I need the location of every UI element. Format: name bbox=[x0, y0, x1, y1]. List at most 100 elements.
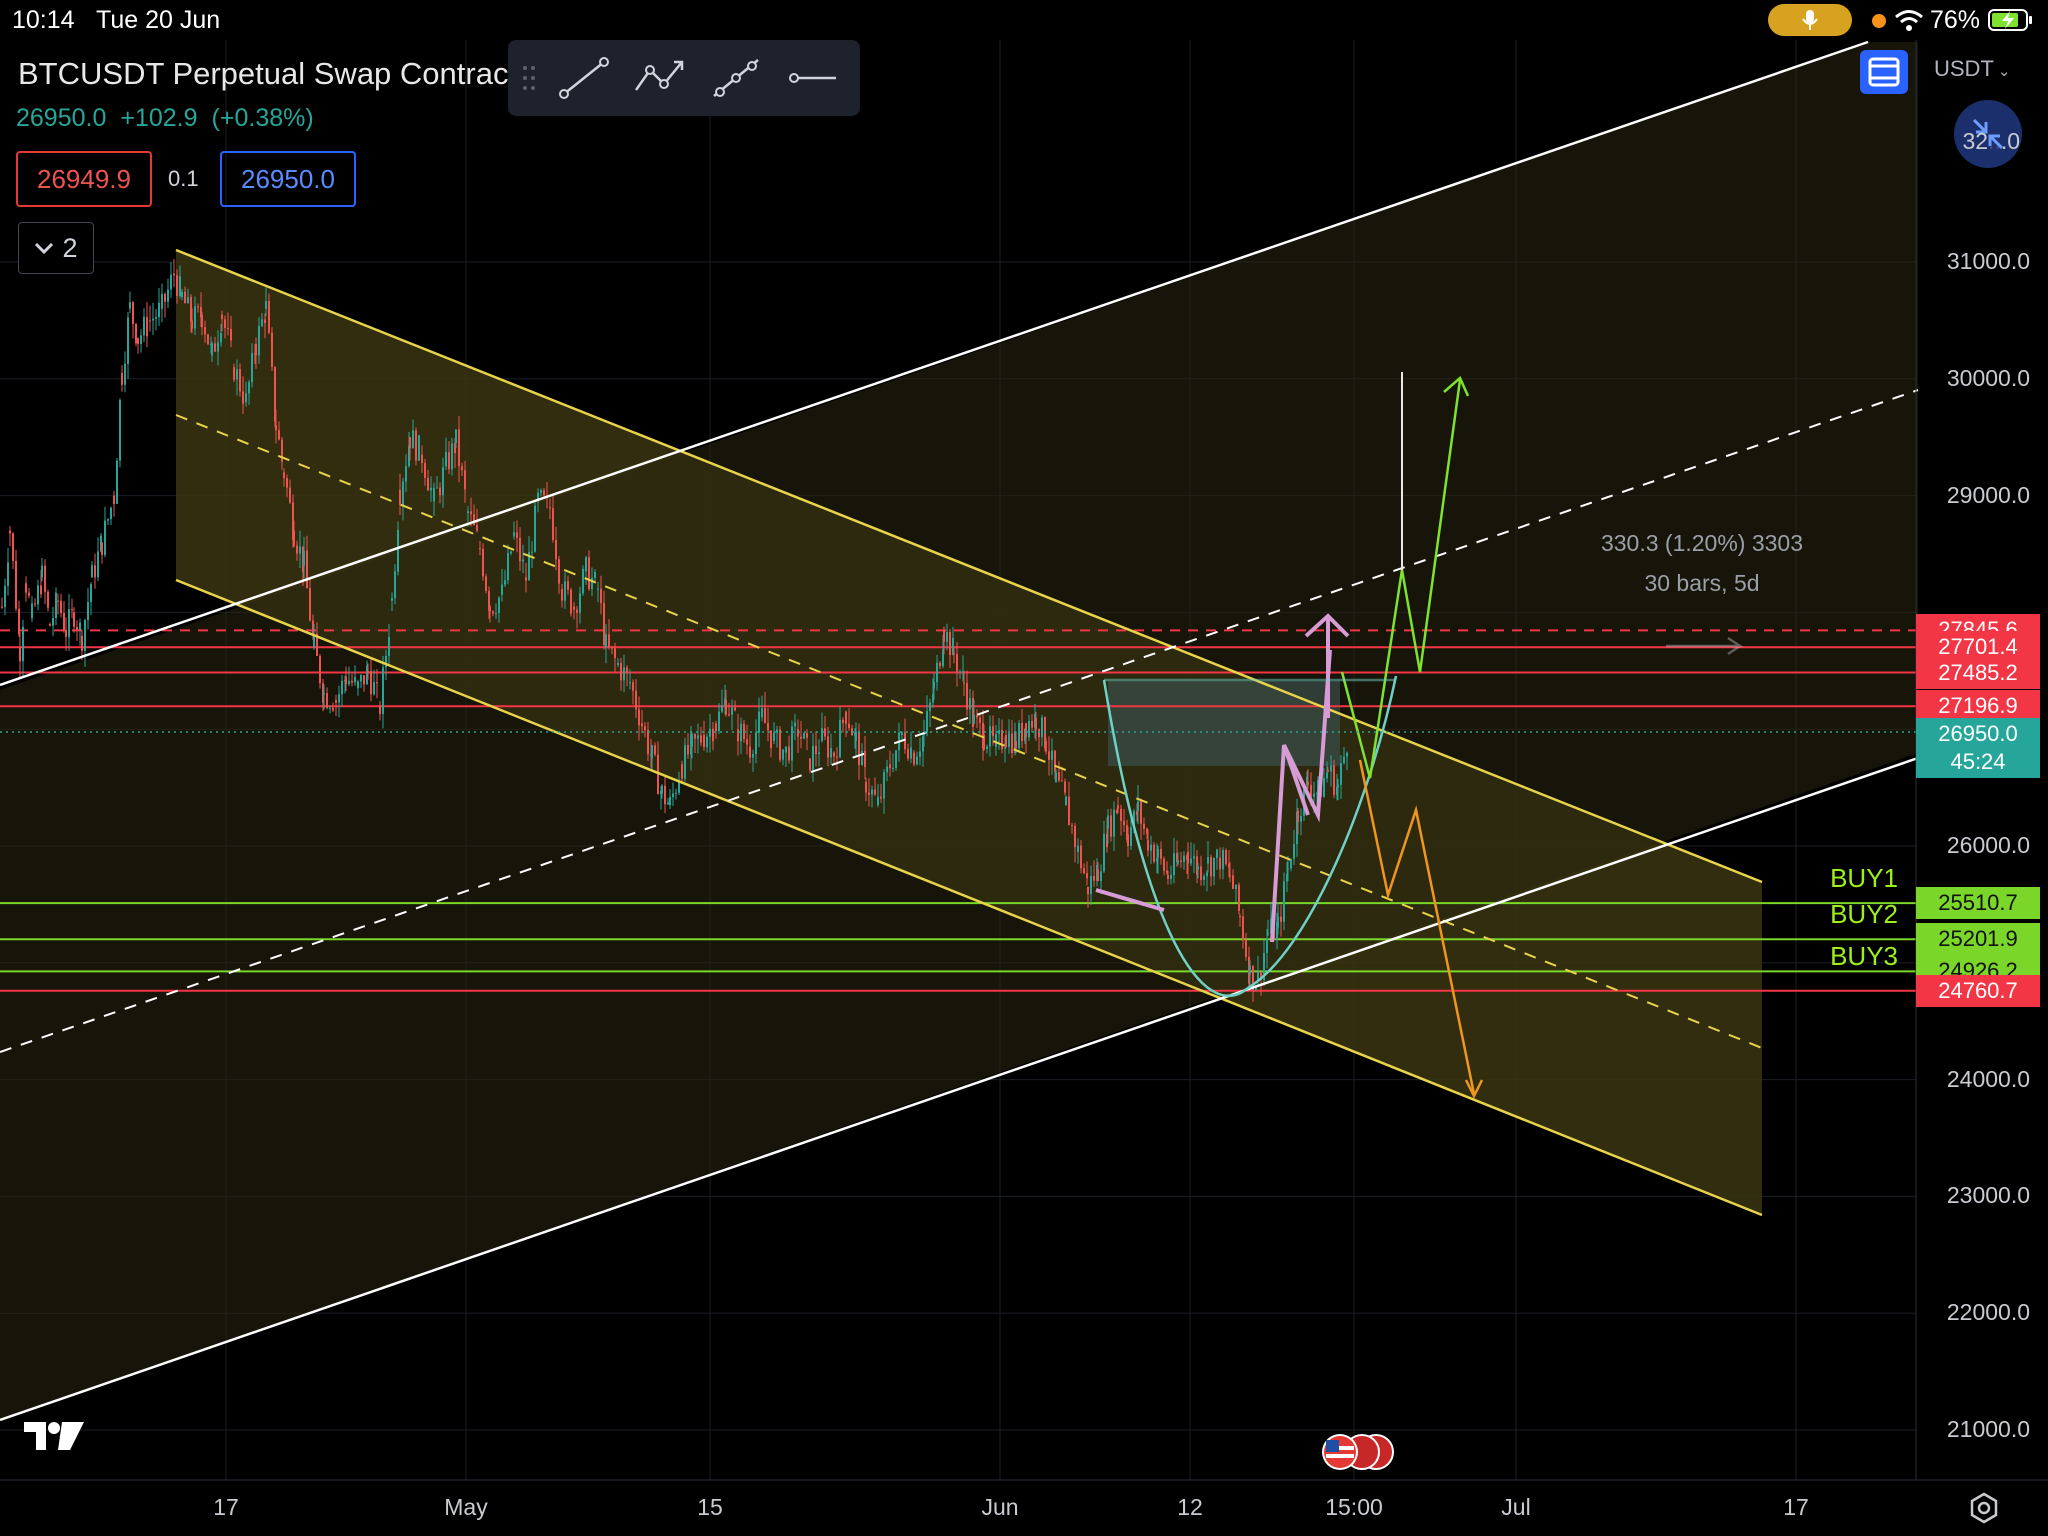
candle-body bbox=[839, 719, 841, 758]
candle-body bbox=[629, 682, 631, 684]
candle-body bbox=[351, 680, 353, 683]
candle-body bbox=[323, 693, 325, 695]
candle-body bbox=[113, 495, 115, 504]
candle-body bbox=[582, 568, 584, 594]
indicators-toggle-button[interactable]: 2 bbox=[18, 222, 94, 274]
candle-body bbox=[588, 557, 590, 590]
candle-body bbox=[691, 734, 693, 747]
candle-body bbox=[1210, 857, 1212, 877]
candle-body bbox=[534, 505, 536, 552]
candle-body bbox=[809, 758, 811, 771]
candle-body bbox=[1277, 916, 1279, 928]
candle-body bbox=[966, 683, 968, 710]
candle-body bbox=[1197, 866, 1199, 870]
candle-body bbox=[1232, 875, 1234, 889]
candle-body bbox=[1183, 855, 1185, 862]
candle-body bbox=[806, 733, 808, 738]
candle-body bbox=[605, 634, 607, 648]
candle-body bbox=[461, 466, 463, 471]
measure-arrow bbox=[1666, 636, 1745, 656]
candle-body bbox=[1163, 858, 1165, 871]
price-tick-label: 21000.0 bbox=[1946, 1416, 2030, 1442]
candle-body bbox=[821, 728, 823, 741]
candle-body bbox=[445, 452, 447, 467]
candle-body bbox=[1287, 868, 1289, 870]
microphone-icon bbox=[1802, 10, 1818, 30]
candle-body bbox=[513, 532, 515, 537]
candle-body bbox=[880, 796, 882, 799]
candle-body bbox=[767, 723, 769, 731]
candle-body bbox=[1235, 884, 1237, 889]
buy-button[interactable]: 26950.0 bbox=[220, 151, 356, 207]
candle-body bbox=[1337, 784, 1339, 788]
candle-body bbox=[644, 726, 646, 731]
candle-body bbox=[510, 551, 512, 554]
candle-body bbox=[858, 731, 860, 766]
candle-body bbox=[1110, 815, 1112, 837]
candle-body bbox=[204, 327, 206, 335]
horizontal-ray-icon[interactable] bbox=[784, 54, 840, 102]
candle-body bbox=[179, 276, 181, 297]
sell-button[interactable]: 26949.9 bbox=[16, 151, 152, 207]
candle-body bbox=[1097, 869, 1099, 882]
polyline-icon[interactable] bbox=[708, 54, 764, 102]
candle-body bbox=[522, 559, 524, 562]
candle-body bbox=[84, 620, 86, 651]
candle-body bbox=[791, 726, 793, 761]
candle-body bbox=[617, 662, 619, 665]
economic-events-icon[interactable] bbox=[1318, 1432, 1398, 1472]
candle-body bbox=[44, 565, 46, 592]
candle-body bbox=[594, 571, 596, 578]
minimize-button[interactable] bbox=[1954, 100, 2022, 168]
candle-body bbox=[31, 603, 33, 619]
candle-body bbox=[360, 675, 362, 682]
candle-body bbox=[1054, 750, 1056, 772]
candle-body bbox=[836, 756, 838, 758]
candle-body bbox=[1200, 866, 1202, 881]
candle-body bbox=[740, 723, 742, 742]
candle-body bbox=[901, 732, 903, 736]
candle-body bbox=[661, 785, 663, 794]
currency-selector[interactable]: USDT ⌄ bbox=[1934, 56, 2010, 82]
fullscreen-button[interactable] bbox=[1860, 50, 1908, 94]
settings-gear-icon[interactable] bbox=[1968, 1492, 2000, 1524]
candle-body bbox=[779, 729, 781, 760]
candle-body bbox=[1206, 872, 1208, 877]
candle-body bbox=[770, 730, 772, 748]
candle-body bbox=[1011, 733, 1013, 754]
candle-body bbox=[591, 577, 593, 590]
candle-body bbox=[737, 729, 739, 742]
candle-body bbox=[137, 337, 139, 344]
level-price-label: 27485.2 bbox=[1916, 656, 2040, 689]
candle-body bbox=[672, 793, 674, 798]
candle-body bbox=[408, 445, 410, 467]
candle-body bbox=[585, 557, 587, 572]
symbol-title[interactable]: BTCUSDT Perpetual Swap Contract bbox=[18, 56, 508, 91]
candle-body bbox=[1001, 730, 1003, 750]
trend-line-icon[interactable] bbox=[556, 54, 612, 102]
candle-body bbox=[1300, 815, 1302, 822]
candle-body bbox=[286, 478, 288, 488]
candle-body bbox=[338, 694, 340, 703]
candle-body bbox=[731, 707, 733, 715]
candle-body bbox=[543, 490, 545, 496]
candle-body bbox=[167, 289, 169, 302]
candle-body bbox=[1260, 971, 1262, 981]
candle-body bbox=[933, 682, 935, 689]
measure-bars-text: 30 bars, 5d bbox=[1644, 570, 1760, 596]
candle-body bbox=[1266, 938, 1268, 953]
drag-handle-icon[interactable] bbox=[522, 64, 536, 92]
candle-body bbox=[492, 611, 494, 614]
candle-body bbox=[473, 514, 475, 525]
candle-body bbox=[942, 649, 944, 667]
candle-body bbox=[1116, 809, 1118, 814]
candle-body bbox=[385, 655, 387, 668]
candle-body bbox=[681, 764, 683, 779]
candle-body bbox=[485, 576, 487, 592]
candle-body bbox=[1267, 933, 1269, 935]
path-icon[interactable] bbox=[632, 54, 688, 102]
candle-body bbox=[603, 602, 605, 646]
candle-body bbox=[638, 709, 640, 726]
candle-body bbox=[1190, 858, 1192, 864]
